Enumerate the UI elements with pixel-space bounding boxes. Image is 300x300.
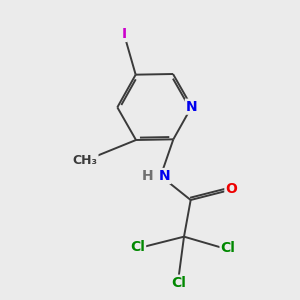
Text: H: H [142, 169, 154, 183]
Text: Cl: Cl [171, 276, 186, 290]
Text: O: O [225, 182, 237, 196]
Text: Cl: Cl [130, 240, 145, 254]
Text: CH₃: CH₃ [73, 154, 98, 166]
Text: Cl: Cl [220, 241, 236, 255]
Text: N: N [186, 100, 197, 114]
Text: N: N [159, 169, 170, 183]
Text: I: I [122, 27, 127, 41]
